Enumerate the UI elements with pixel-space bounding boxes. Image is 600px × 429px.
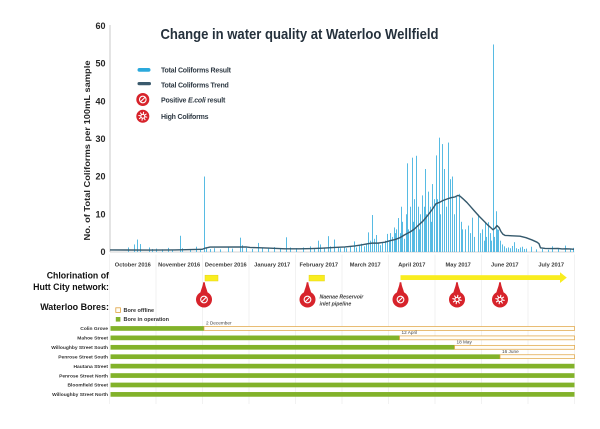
svg-text:60: 60	[95, 21, 105, 31]
svg-text:February 2017: February 2017	[300, 263, 339, 269]
svg-text:20: 20	[95, 172, 105, 182]
svg-text:June 2017: June 2017	[491, 263, 519, 269]
svg-text:Willoughby Street North: Willoughby Street North	[52, 392, 108, 398]
svg-text:Mahoe Street: Mahoe Street	[77, 336, 108, 342]
svg-text:Willoughby Street South: Willoughby Street South	[51, 345, 108, 351]
svg-text:16 June: 16 June	[502, 349, 519, 354]
svg-text:Bloomfield Street: Bloomfield Street	[68, 383, 109, 389]
svg-text:Waterloo Bores:: Waterloo Bores:	[40, 302, 109, 312]
svg-text:Hautana Street: Hautana Street	[73, 364, 108, 370]
svg-text:April 2017: April 2017	[398, 263, 425, 269]
svg-text:0: 0	[100, 247, 105, 257]
svg-text:Colin Grove: Colin Grove	[80, 326, 108, 332]
svg-text:Naenae Reservoir: Naenae Reservoir	[320, 295, 365, 301]
svg-text:Total Coliforms Trend: Total Coliforms Trend	[161, 82, 229, 89]
svg-text:Bore offline: Bore offline	[124, 308, 155, 314]
svg-text:Chlorination of: Chlorination of	[47, 271, 110, 281]
svg-text:inlet pipeline: inlet pipeline	[320, 302, 352, 308]
svg-text:30: 30	[95, 134, 105, 144]
svg-text:Hutt City network:: Hutt City network:	[33, 282, 109, 292]
svg-text:May 2017: May 2017	[446, 263, 471, 269]
svg-text:November 2016: November 2016	[158, 263, 200, 269]
svg-text:March 2017: March 2017	[350, 263, 381, 269]
svg-text:Change in water quality at Wat: Change in water quality at Waterloo Well…	[161, 26, 439, 43]
svg-text:January 2017: January 2017	[254, 263, 290, 269]
svg-text:Total Coliforms Result: Total Coliforms Result	[161, 68, 232, 75]
svg-text:Penrose Street South: Penrose Street South	[58, 354, 108, 360]
svg-text:July 2017: July 2017	[538, 263, 564, 269]
svg-text:High Coliforms: High Coliforms	[161, 114, 209, 121]
svg-text:10: 10	[95, 210, 105, 220]
svg-text:October 2016: October 2016	[115, 263, 151, 269]
svg-text:Bore in operation: Bore in operation	[124, 317, 170, 323]
svg-text:50: 50	[95, 59, 105, 69]
svg-text:December 2016: December 2016	[205, 263, 247, 269]
svg-text:12 April: 12 April	[402, 330, 418, 335]
svg-text:Penrose Street North: Penrose Street North	[59, 373, 108, 379]
svg-text:40: 40	[95, 96, 105, 106]
svg-text:Positive E.coli result: Positive E.coli result	[161, 97, 226, 104]
svg-text:18 May: 18 May	[457, 340, 473, 345]
svg-text:No. of Total Coliforms per 100: No. of Total Coliforms per 100mL sample	[83, 60, 92, 241]
svg-text:2 December: 2 December	[206, 321, 232, 326]
